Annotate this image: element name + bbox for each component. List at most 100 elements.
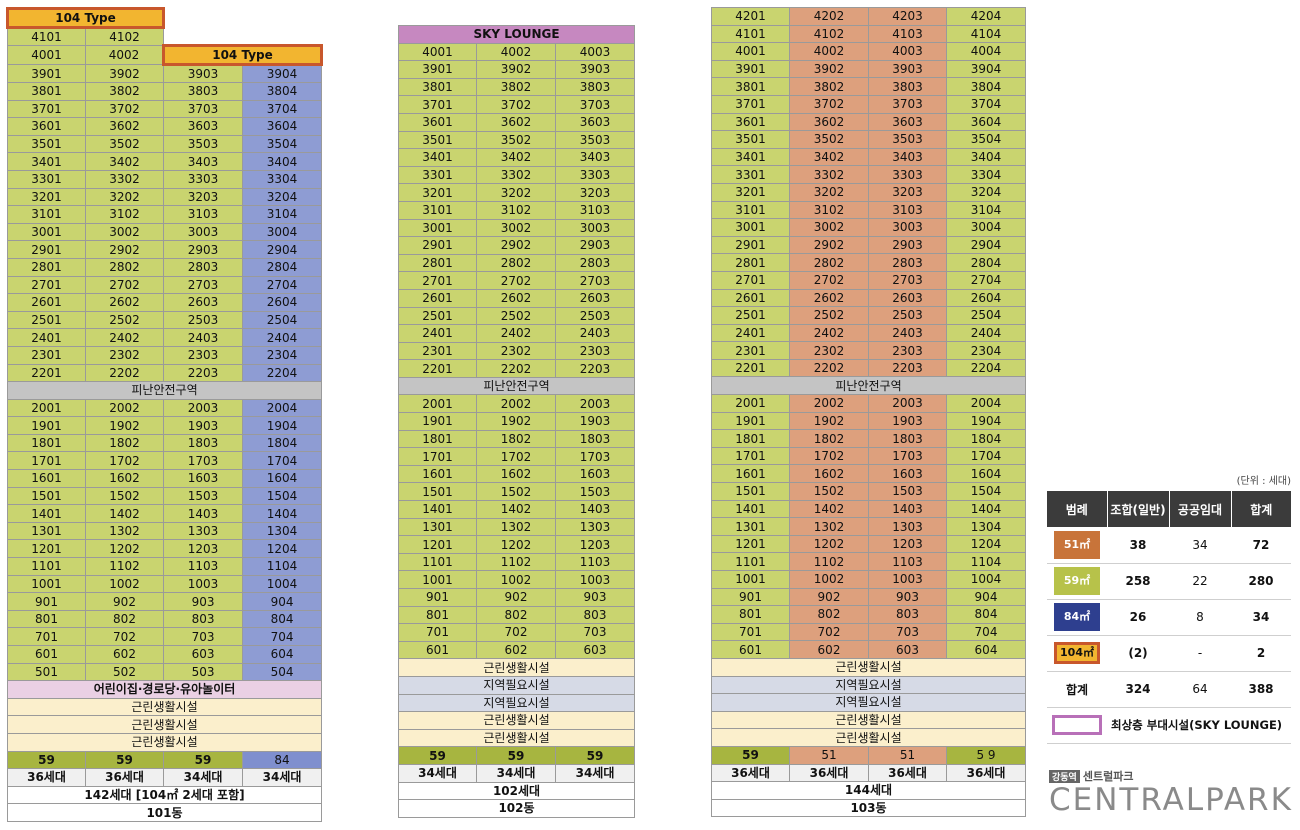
- unit-cell: 1802: [84, 433, 165, 453]
- unit-cell: 2202: [476, 359, 556, 378]
- household-count: 36세대: [789, 763, 869, 783]
- unit-cell: 3801: [398, 77, 477, 97]
- floor-row: 801 802 803 804: [7, 609, 323, 629]
- building-102: SKY LOUNGE 4001 4002 4003 3901 3902 3903 3801 38…: [397, 25, 636, 818]
- unit-cell: 3802: [84, 82, 165, 101]
- unit-cell: 3503: [868, 130, 947, 149]
- unit-cell: 1401: [7, 504, 86, 523]
- unit-cell: 604: [242, 645, 323, 664]
- floor-row: 701 702 703 704: [711, 622, 1026, 642]
- unit-cell: 1501: [711, 482, 790, 501]
- unit-cell: 4104: [946, 24, 1026, 44]
- brand-badge: 강동역: [1049, 770, 1080, 783]
- unit-cell: 3702: [84, 99, 165, 119]
- floor-row: 2901 2902 2903 2904: [711, 235, 1026, 255]
- unit-cell: 1702: [476, 447, 556, 466]
- unit-cell: 2603: [163, 293, 244, 312]
- unit-cell: 2204: [946, 358, 1026, 378]
- floor-row: 2201 2202 2203 2204: [711, 358, 1026, 378]
- unit-cell: 1701: [711, 446, 790, 466]
- unit-cell: 901: [7, 592, 86, 611]
- unit-cell: 2404: [242, 328, 323, 347]
- unit-cell: 1003: [163, 574, 244, 594]
- unit-cell: 1203: [554, 535, 636, 554]
- unit-cell: 1802: [476, 429, 556, 449]
- floor-row: 1501 1502 1503: [398, 482, 636, 502]
- unit-cell: 2303: [163, 345, 244, 365]
- legend-cell: 34: [1169, 527, 1231, 564]
- legend: (단위 : 세대) 범례 조합(일반) 공공임대 합계 51㎡ 38 34 72…: [1047, 472, 1291, 744]
- unit-cell: 1503: [868, 482, 947, 501]
- unit-cell: 704: [946, 622, 1026, 642]
- unit-cell: 3403: [868, 147, 947, 167]
- unit-cell: 4101: [711, 24, 790, 44]
- unit-cell: 2504: [242, 310, 323, 330]
- unit-cell: 2301: [398, 341, 477, 361]
- unit-cell: 3003: [554, 218, 636, 238]
- unit-cell: 3901: [711, 59, 790, 79]
- count-row: 36세대 36세대 34세대 34세대: [7, 768, 323, 787]
- building-name: 103동: [711, 798, 1026, 818]
- unit-cell: 3203: [163, 187, 244, 207]
- unit-cell: 2303: [868, 341, 947, 360]
- floor-row: 1201 1202 1203 1204: [7, 539, 323, 559]
- unit-cell: 3703: [163, 99, 244, 119]
- unit-cell: 3703: [868, 94, 947, 114]
- floor-row: 4001 4002 4003: [398, 42, 636, 62]
- unit-cell: 2003: [868, 394, 947, 413]
- facility-label: 근린생활시설: [711, 728, 1026, 747]
- unit-cell: 2802: [84, 257, 165, 277]
- household-count: 36세대: [7, 768, 86, 787]
- unit-cell: 2901: [398, 236, 477, 255]
- unit-cell: 3603: [868, 112, 947, 132]
- unit-cell: 2004: [946, 394, 1026, 413]
- unit-cell: 1203: [868, 534, 947, 554]
- unit-cell: 3002: [789, 218, 869, 237]
- unit-cell: 3904: [242, 64, 323, 83]
- unit-cell: 2804: [242, 257, 323, 277]
- unit-cell: 1603: [163, 469, 244, 488]
- legend-cell: 22: [1169, 563, 1231, 600]
- building-101-table: 104 Type 4101 4102 4001 4002 104 Type 3901 3902…: [5, 7, 324, 822]
- unit-cell: 1404: [242, 504, 323, 523]
- unit-cell: 2403: [163, 328, 244, 347]
- floor-row: 3001 3002 3003: [398, 218, 636, 238]
- legend-row-51: 51㎡ 38 34 72: [1047, 527, 1291, 564]
- unit-cell: 3701: [398, 95, 477, 114]
- unit-cell: 4102: [84, 27, 165, 46]
- unit-cell: 3303: [163, 169, 244, 189]
- unit-cell: 603: [868, 640, 947, 659]
- unit-cell: 1804: [946, 429, 1026, 448]
- unit-cell: 2602: [789, 288, 869, 308]
- unit-cell: 3303: [554, 165, 636, 185]
- floor-row: 3101 3102 3103 3104: [711, 200, 1026, 220]
- unit-cell: 3104: [946, 200, 1026, 220]
- unit-cell: 1302: [476, 517, 556, 537]
- unit-cell: 1904: [946, 411, 1026, 431]
- unit-cell: 2704: [946, 270, 1026, 290]
- facility-row: 근린생활시설: [6, 732, 323, 752]
- unit-cell: 1101: [7, 557, 86, 576]
- unit-cell: 2701: [711, 270, 790, 290]
- unit-cell: 3604: [946, 112, 1026, 132]
- unit-cell: 704: [242, 627, 323, 646]
- building-103: 4201 4202 4203 4204 4101 4102 4103 4104 4001 4002…: [711, 7, 1026, 818]
- unit-cell: 1403: [554, 500, 636, 519]
- unit-cell: 1601: [398, 464, 477, 484]
- legend-swatch-84: 84㎡: [1054, 603, 1100, 631]
- legend-cell: 2: [1231, 635, 1291, 672]
- floor-row: 3401 3402 3403 3404: [711, 147, 1026, 167]
- unit-cell: 1102: [84, 557, 165, 576]
- building-101: 104 Type 4101 4102 4001 4002 104 Type 3901 3902…: [5, 7, 324, 822]
- unit-cell: 3103: [554, 200, 636, 220]
- unit-cell: 1603: [868, 464, 947, 484]
- legend-header-union: 조합(일반): [1107, 491, 1170, 527]
- unit-cell: 703: [163, 627, 244, 646]
- unit-cell: 3302: [789, 165, 869, 184]
- floor-row: 901 902 903: [398, 588, 636, 607]
- unit-cell: 3902: [476, 60, 556, 79]
- floor-row: 901 902 903 904: [711, 587, 1026, 607]
- facility-row: 근린생활시설: [711, 728, 1026, 747]
- unit-cell: 3101: [398, 200, 477, 220]
- floor-row: 1201 1202 1203: [398, 535, 636, 554]
